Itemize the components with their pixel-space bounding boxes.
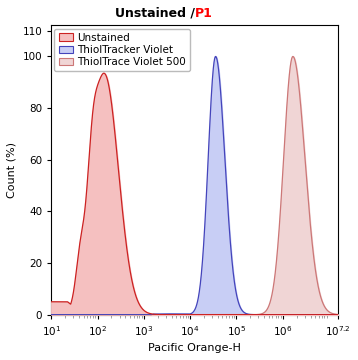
Legend: Unstained, ThiolTracker Violet, ThiolTrace Violet 500: Unstained, ThiolTracker Violet, ThiolTra… (54, 28, 190, 71)
Text: P1: P1 (195, 7, 213, 20)
Text: Unstained /: Unstained / (115, 7, 195, 20)
X-axis label: Pacific Orange-H: Pacific Orange-H (148, 343, 241, 353)
Y-axis label: Count (%): Count (%) (7, 142, 17, 198)
